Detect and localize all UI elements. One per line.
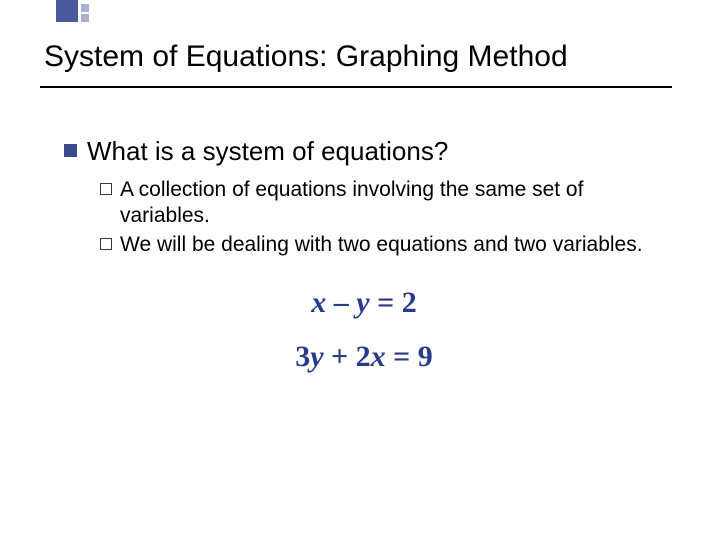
hollow-square-bullet-icon <box>100 183 112 195</box>
content-area: What is a system of equations? A collect… <box>64 136 664 394</box>
equation-1: x – y = 2 <box>64 286 664 320</box>
sub-bullet-text: A collection of equations involving the … <box>120 177 664 230</box>
decoration-big-square <box>56 0 78 22</box>
equations-block: x – y = 2 3y + 2x = 9 <box>64 286 664 374</box>
decoration-small-square <box>81 4 89 12</box>
main-bullet-row: What is a system of equations? <box>64 136 664 167</box>
sub-bullet-item: A collection of equations involving the … <box>100 177 664 230</box>
title-underline <box>40 86 672 88</box>
slide-title: System of Equations: Graphing Method <box>44 40 568 74</box>
sub-bullet-list: A collection of equations involving the … <box>100 177 664 258</box>
sub-bullet-text: We will be dealing with two equations an… <box>120 232 643 258</box>
header-decoration <box>56 0 89 22</box>
hollow-square-bullet-icon <box>100 238 112 250</box>
equation-2: 3y + 2x = 9 <box>64 340 664 374</box>
decoration-small-square <box>81 14 89 22</box>
filled-square-bullet-icon <box>64 144 77 157</box>
decoration-small-squares <box>81 4 89 22</box>
main-bullet-text: What is a system of equations? <box>87 136 448 167</box>
sub-bullet-item: We will be dealing with two equations an… <box>100 232 664 258</box>
